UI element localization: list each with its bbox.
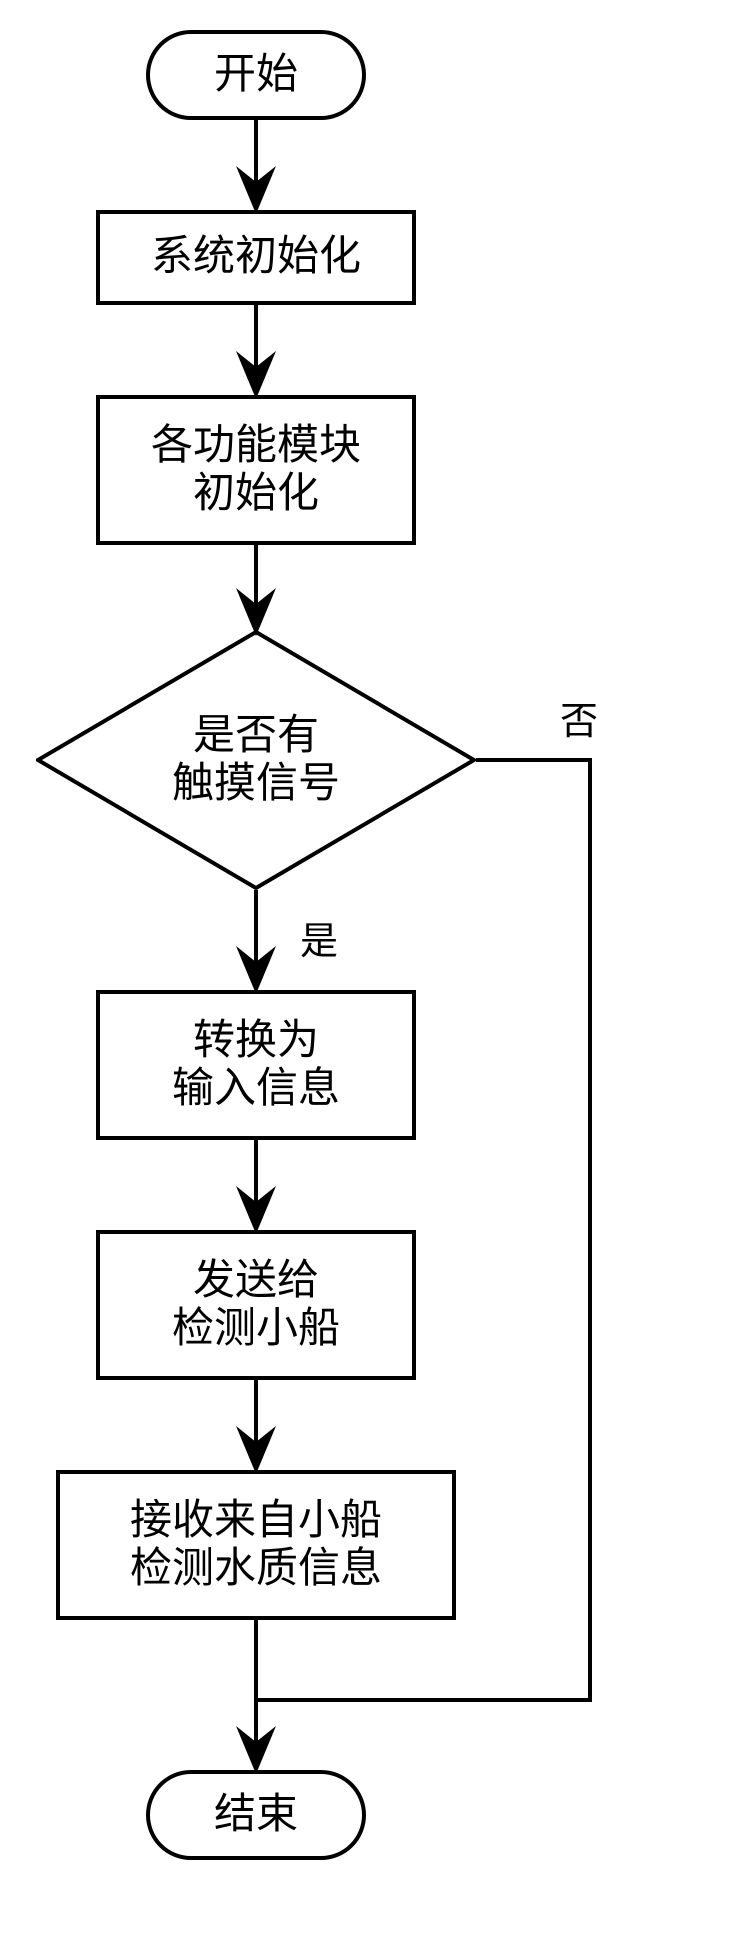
yes-label: 是	[300, 910, 338, 965]
no-label: 否	[560, 690, 598, 745]
connectors-svg	[0, 0, 733, 1937]
flowchart-container: 开始 系统初始化 各功能模块 初始化 是否有 触摸信号 转换为 输入信息 发送给…	[0, 0, 733, 1937]
